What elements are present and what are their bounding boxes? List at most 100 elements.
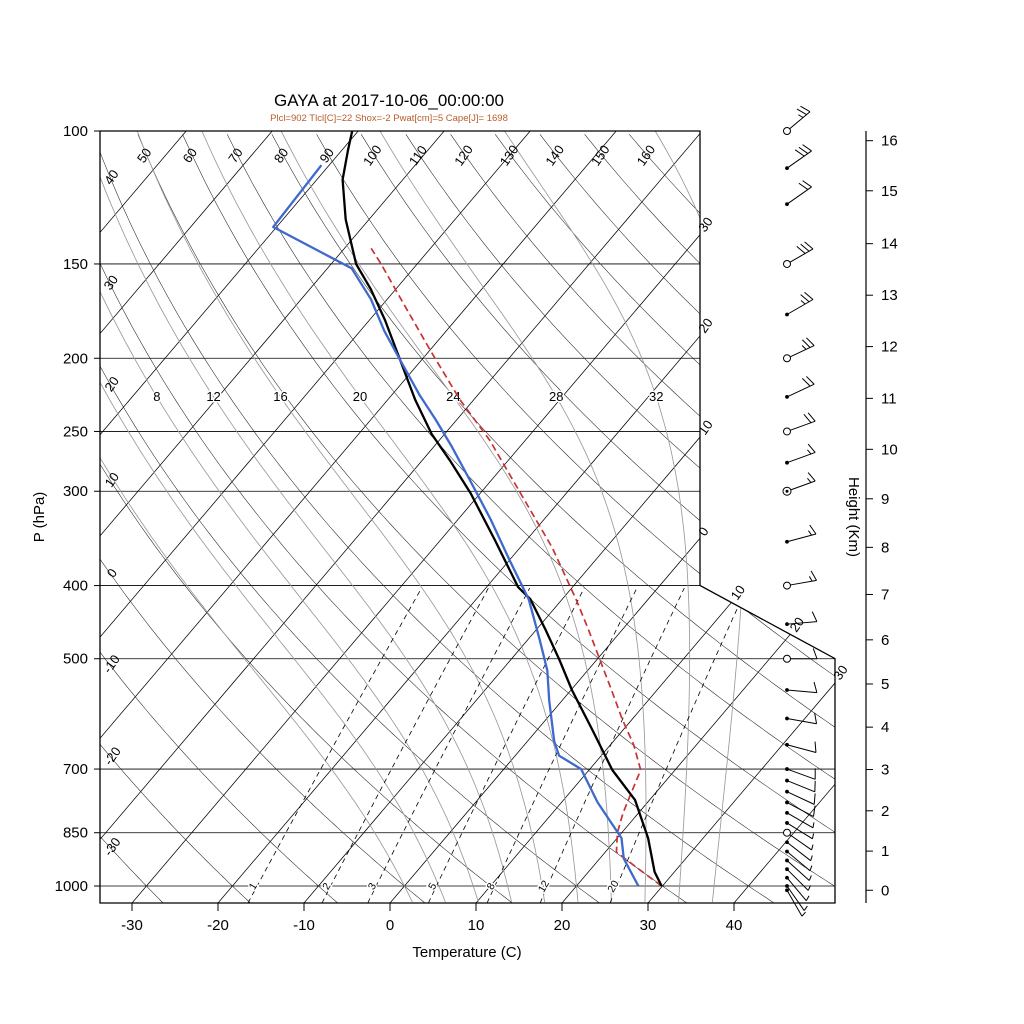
height-tick-label: 0 xyxy=(881,882,889,899)
height-tick-label: 4 xyxy=(881,719,889,736)
moist-adiabat-label: 8 xyxy=(153,389,160,404)
height-tick-label: 11 xyxy=(881,390,897,407)
isotherm-label-right: 10 xyxy=(727,582,748,602)
pressure-tick-label: 300 xyxy=(63,483,88,500)
pressure-tick-label: 700 xyxy=(63,761,88,778)
wind-barb xyxy=(783,105,811,135)
wind-barb xyxy=(785,821,815,840)
height-tick-label: 12 xyxy=(881,339,898,356)
height-tick-label: 13 xyxy=(881,287,898,304)
dry-adiabat-label-top: 100 xyxy=(360,142,385,168)
wind-barb xyxy=(785,524,817,544)
height-tick-label: 6 xyxy=(881,632,889,649)
pressure-tick-label: 850 xyxy=(63,825,88,842)
moist-adiabat-label: 32 xyxy=(649,389,663,404)
height-tick-label: 3 xyxy=(881,762,889,779)
wind-barb xyxy=(785,376,815,399)
dry-adiabat-label-left: 30 xyxy=(101,272,122,292)
height-axis-title: Height (Km) xyxy=(845,477,862,557)
dry-adiabat-lines xyxy=(100,134,835,903)
mixing-ratio-label: 1 xyxy=(247,881,260,892)
moist-adiabat-label: 28 xyxy=(549,389,563,404)
height-tick-label: 5 xyxy=(881,676,889,693)
dewpoint-curve xyxy=(272,164,640,887)
dry-adiabat-label-top: 90 xyxy=(316,145,337,165)
height-tick-label: 9 xyxy=(881,491,889,508)
height-tick-label: 7 xyxy=(881,586,889,603)
temperature-tick-label: 40 xyxy=(726,917,743,934)
wind-barb xyxy=(785,681,818,694)
pressure-tick-label: 250 xyxy=(63,423,88,440)
wind-barb xyxy=(785,144,812,171)
temperature-tick-label: -10 xyxy=(293,917,315,934)
wind-barb xyxy=(785,888,806,917)
wind-barb xyxy=(783,241,814,268)
wind-barb xyxy=(785,789,816,805)
height-tick-label: 2 xyxy=(881,803,889,820)
wind-barb xyxy=(785,858,812,881)
moist-adiabat-label: 16 xyxy=(273,389,287,404)
dry-adiabat-label-top: 50 xyxy=(134,145,155,165)
height-tick-label: 8 xyxy=(881,539,889,556)
chart-subtitle: Plcl=902 Tlcl[C]=22 Shox=-2 Pwat[cm]=5 C… xyxy=(270,113,508,124)
pressure-axis: 100 150 200 250 300 400 500 700 850 1000 P (hPa) xyxy=(31,123,100,895)
wind-barb xyxy=(785,741,817,754)
temperature-tick-label: 20 xyxy=(554,917,571,934)
wind-barb xyxy=(785,867,811,891)
mixing-ratio-label: 2 xyxy=(320,881,333,892)
isotherm-label-right: 30 xyxy=(695,214,716,234)
wind-barb xyxy=(785,884,808,911)
grid xyxy=(100,131,835,903)
dry-adiabat-label-left: 40 xyxy=(101,167,122,187)
moist-adiabat-label: 12 xyxy=(206,389,220,404)
pressure-tick-label: 100 xyxy=(63,123,88,140)
dry-adiabat-label-top: 80 xyxy=(271,145,292,165)
isotherm-label-right: 10 xyxy=(695,417,716,437)
grid-labels: 50 60 70 80 90 100 110 120 130 140 150 160403020100… xyxy=(100,142,851,896)
temperature-tick-label: -30 xyxy=(121,917,143,934)
isotherm-label-right: 30 xyxy=(830,662,851,682)
height-tick-label: 16 xyxy=(881,133,898,150)
dry-adiabat-label-left: -10 xyxy=(100,652,123,676)
dry-adiabat-label-left: 0 xyxy=(104,566,120,581)
moist-adiabat-label: 20 xyxy=(353,389,367,404)
wind-barb xyxy=(783,828,814,851)
profile-curves xyxy=(272,131,663,887)
height-tick-label: 15 xyxy=(881,183,898,200)
wind-barb xyxy=(785,767,816,780)
wind-barb xyxy=(783,648,818,663)
height-tick-label: 14 xyxy=(881,236,898,253)
wind-barb xyxy=(785,443,816,465)
moist-adiabat-label: 24 xyxy=(446,389,460,404)
dry-adiabat-label-left: -20 xyxy=(101,744,124,768)
parcel-curve xyxy=(370,247,663,887)
pressure-axis-title: P (hPa) xyxy=(31,492,48,543)
wind-barb xyxy=(783,412,816,436)
dry-adiabat-label-top: 110 xyxy=(406,143,430,169)
temperature-curve xyxy=(341,131,663,887)
wind-barb xyxy=(785,180,812,207)
pressure-tick-label: 400 xyxy=(63,578,88,595)
temperature-tick-label: 30 xyxy=(640,917,657,934)
wind-barb xyxy=(783,337,815,363)
mixing-ratio-lines xyxy=(247,587,748,903)
dry-adiabat-label-top: 150 xyxy=(588,142,613,168)
temperature-tick-label: 0 xyxy=(386,917,394,934)
pressure-tick-label: 150 xyxy=(63,256,88,273)
temperature-tick-label: -20 xyxy=(207,917,229,934)
mixing-ratio-label: 12 xyxy=(536,878,552,894)
dry-adiabat-label-left: 20 xyxy=(101,374,122,394)
dry-adiabat-label-top: 60 xyxy=(180,145,201,165)
wind-barb xyxy=(785,712,818,725)
isobar-lines xyxy=(100,131,835,887)
plot-border xyxy=(99,130,836,904)
mixing-ratio-label: 3 xyxy=(366,881,379,892)
wind-barb xyxy=(785,875,810,902)
pressure-tick-label: 1000 xyxy=(55,878,88,895)
wind-barb xyxy=(785,800,816,817)
dry-adiabat-label-left: 10 xyxy=(102,470,123,490)
temperature-tick-label: 10 xyxy=(468,917,485,934)
